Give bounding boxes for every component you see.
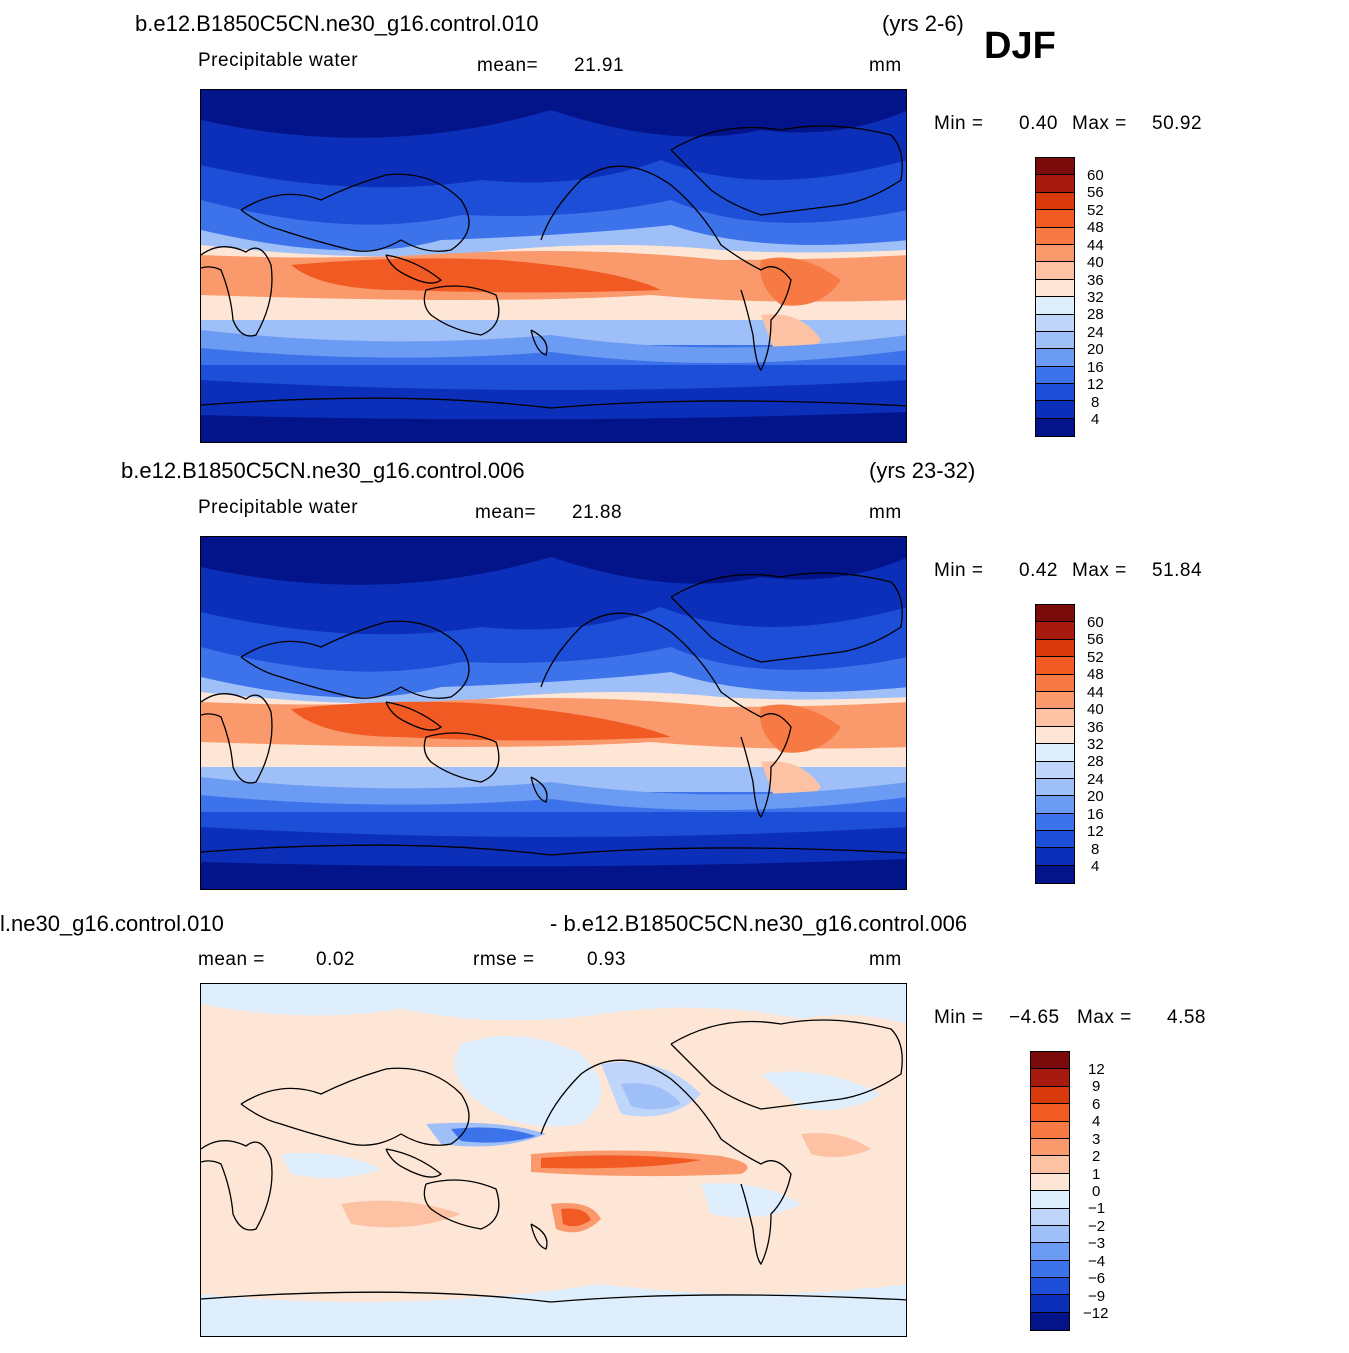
- colorbar-tick-label: 48: [1087, 666, 1104, 683]
- panel1-years: (yrs 2-6): [882, 11, 964, 36]
- colorbar-tick-label: 56: [1087, 184, 1104, 201]
- panel3-min-label: Min =: [934, 1007, 984, 1028]
- colorbar-tick-label: 28: [1087, 306, 1104, 323]
- colorbar-tick-label: −3: [1088, 1235, 1106, 1252]
- colorbar-tick-label: 12: [1088, 1061, 1105, 1078]
- colorbar-tick-label: 60: [1087, 614, 1104, 631]
- colorbar-tick-label: 1: [1092, 1166, 1101, 1183]
- panel3-rmse-value: 0.93: [587, 949, 626, 970]
- colorbar-tick-label: 28: [1087, 753, 1104, 770]
- colorbar-tick-label: 8: [1091, 394, 1100, 411]
- panel1-max-value: 50.92: [1152, 113, 1203, 134]
- panel2-colorbar: [1035, 604, 1075, 885]
- colorbar-tick-label: 16: [1087, 359, 1104, 376]
- colorbar-tick-label: 2: [1092, 1148, 1101, 1165]
- panel2-min-label: Min =: [934, 560, 984, 581]
- panel1-max-label: Max =: [1072, 113, 1127, 134]
- colorbar-tick-label: 44: [1087, 684, 1104, 701]
- colorbar-tick-label: 24: [1087, 324, 1104, 341]
- colorbar-tick-label: 9: [1092, 1078, 1101, 1095]
- panel1-units: mm: [869, 55, 902, 76]
- colorbar-tick-label: 12: [1087, 823, 1104, 840]
- colorbar-tick-label: −12: [1083, 1305, 1109, 1322]
- panel1-colorbar: [1035, 157, 1075, 438]
- panel3-colorbar: [1030, 1051, 1070, 1332]
- panel1-variable-label: Precipitable water: [198, 50, 359, 71]
- colorbar-tick-label: 32: [1087, 289, 1104, 306]
- panel2-years: (yrs 23-32): [869, 458, 976, 483]
- colorbar-tick-label: 52: [1087, 649, 1104, 666]
- panel1-min-value: 0.40: [1019, 113, 1058, 134]
- colorbar-tick-label: 12: [1087, 376, 1104, 393]
- colorbar-tick-label: 20: [1087, 788, 1104, 805]
- panel2-max-label: Max =: [1072, 560, 1127, 581]
- panel1-map: [200, 89, 907, 443]
- panel3-mean-value: 0.02: [316, 949, 355, 970]
- panel3-mean-label: mean =: [198, 949, 265, 970]
- colorbar-tick-label: 20: [1087, 341, 1104, 358]
- colorbar-tick-label: 8: [1091, 841, 1100, 858]
- colorbar-tick-label: 60: [1087, 167, 1104, 184]
- panel3-rmse-label: rmse =: [473, 949, 535, 970]
- colorbar-tick-label: −9: [1088, 1288, 1106, 1305]
- colorbar-tick-label: 48: [1087, 219, 1104, 236]
- panel2-case-title: b.e12.B1850C5CN.ne30_g16.control.006: [121, 458, 525, 483]
- colorbar-tick-label: 4: [1092, 1113, 1101, 1130]
- colorbar-tick-label: 56: [1087, 631, 1104, 648]
- colorbar-tick-label: −2: [1088, 1218, 1106, 1235]
- colorbar-tick-label: 3: [1092, 1131, 1101, 1148]
- panel2-map: [200, 536, 907, 890]
- panel2-min-value: 0.42: [1019, 560, 1058, 581]
- panel2-mean-value: 21.88: [572, 502, 623, 523]
- colorbar-tick-label: 36: [1087, 719, 1104, 736]
- panel2-map-svg: [201, 537, 906, 889]
- panel2-max-value: 51.84: [1152, 560, 1203, 581]
- panel2-mean-label: mean=: [475, 502, 537, 523]
- colorbar-tick-label: 32: [1087, 736, 1104, 753]
- panel1-case-title: b.e12.B1850C5CN.ne30_g16.control.010: [135, 11, 539, 36]
- panel3-max-value: 4.58: [1167, 1007, 1206, 1028]
- season-label: DJF: [984, 25, 1056, 67]
- colorbar-tick-label: −6: [1088, 1270, 1106, 1287]
- colorbar-tick-label: 40: [1087, 701, 1104, 718]
- panel2-units: mm: [869, 502, 902, 523]
- panel3-case-left: l.ne30_g16.control.010: [0, 911, 224, 936]
- panel1-map-svg: [201, 90, 906, 442]
- panel3-case-right: - b.e12.B1850C5CN.ne30_g16.control.006: [550, 911, 968, 936]
- colorbar-tick-label: 4: [1091, 858, 1100, 875]
- colorbar-tick-label: 36: [1087, 272, 1104, 289]
- panel3-min-value: −4.65: [1009, 1007, 1060, 1028]
- colorbar-tick-label: 44: [1087, 237, 1104, 254]
- panel3-map: [200, 983, 907, 1337]
- colorbar-tick-label: −4: [1088, 1253, 1106, 1270]
- colorbar-tick-label: −1: [1088, 1200, 1106, 1217]
- colorbar-tick-label: 24: [1087, 771, 1104, 788]
- colorbar-tick-label: 40: [1087, 254, 1104, 271]
- panel3-map-svg: [201, 984, 906, 1336]
- panel1-min-label: Min =: [934, 113, 984, 134]
- panel3-units: mm: [869, 949, 902, 970]
- panel1-mean-label: mean=: [477, 55, 539, 76]
- colorbar-tick-label: 52: [1087, 202, 1104, 219]
- panel2-variable-label: Precipitable water: [198, 497, 359, 518]
- colorbar-tick-label: 6: [1092, 1096, 1101, 1113]
- panel3-max-label: Max =: [1077, 1007, 1132, 1028]
- colorbar-tick-label: 16: [1087, 806, 1104, 823]
- colorbar-tick-label: 0: [1092, 1183, 1101, 1200]
- colorbar-tick-label: 4: [1091, 411, 1100, 428]
- panel1-mean-value: 21.91: [574, 55, 625, 76]
